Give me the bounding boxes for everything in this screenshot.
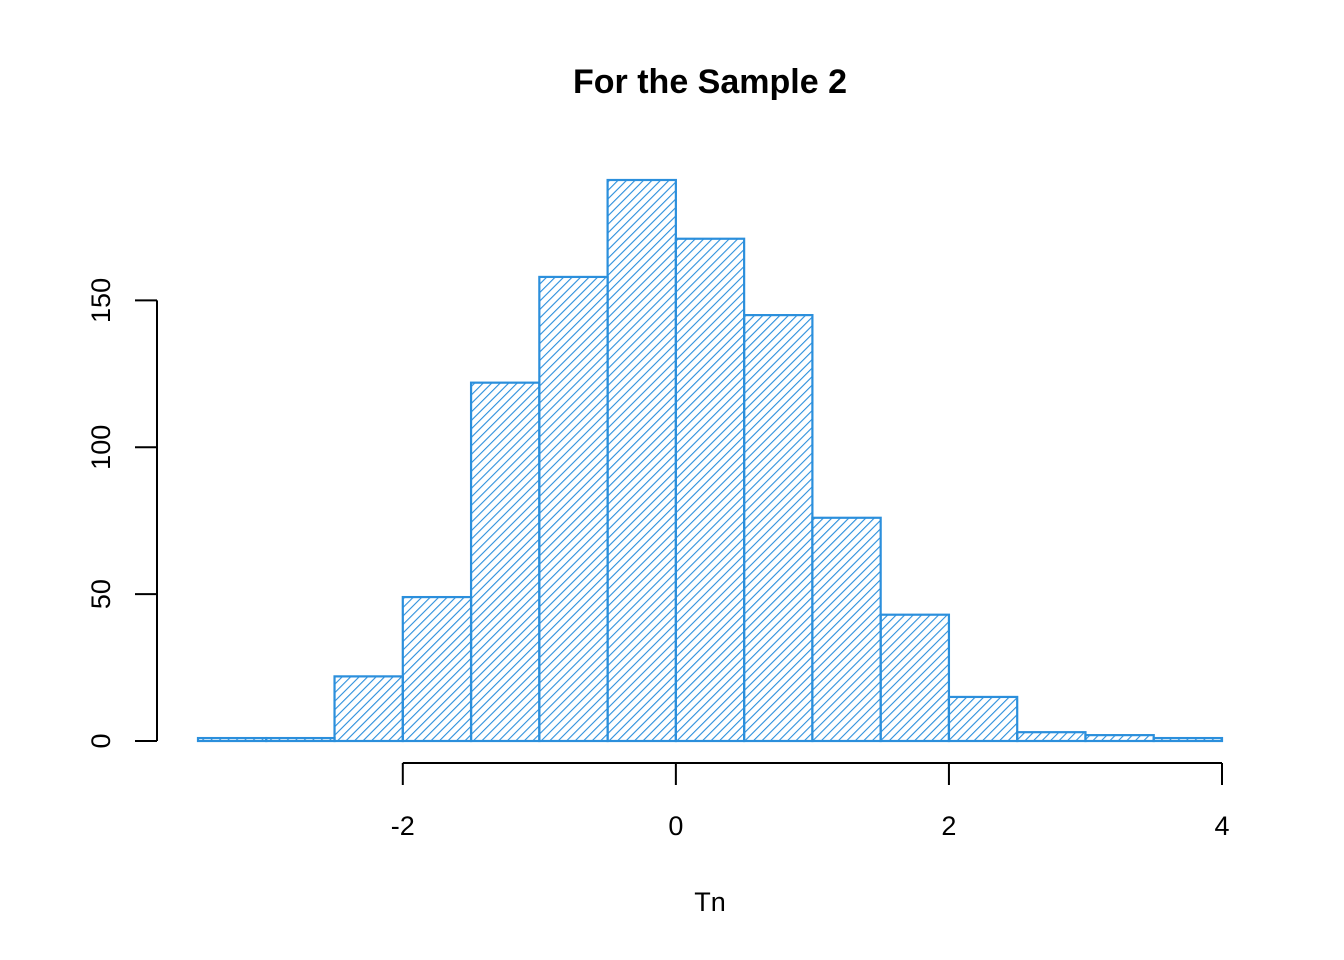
y-tick-label: 100 xyxy=(86,425,116,470)
histogram-bar xyxy=(606,178,677,743)
y-axis: 0 50 100 150 xyxy=(86,278,158,749)
histogram-bar xyxy=(401,595,473,743)
bars-group xyxy=(196,178,1224,743)
chart-title: For the Sample 2 xyxy=(573,63,847,101)
x-tick-label: 2 xyxy=(941,811,956,841)
histogram-bar xyxy=(333,675,404,743)
histogram-bar xyxy=(1084,734,1155,743)
histogram-bar xyxy=(1016,731,1087,743)
y-tick-label: 50 xyxy=(86,579,116,609)
histogram-bar xyxy=(196,736,268,743)
histogram-bar xyxy=(265,736,336,743)
x-tick-label: -2 xyxy=(391,811,415,841)
histogram-bar xyxy=(469,381,541,743)
x-axis: -2 0 2 4 xyxy=(391,762,1230,841)
histogram-bar xyxy=(538,275,609,743)
y-tick-label: 0 xyxy=(86,733,116,748)
x-tick-label: 0 xyxy=(668,811,683,841)
x-tick-label: 4 xyxy=(1214,811,1229,841)
x-axis-label: Tn xyxy=(694,887,726,917)
histogram-bar xyxy=(879,613,951,743)
histogram-bar xyxy=(947,695,1019,743)
histogram-bar xyxy=(1152,736,1224,743)
histogram-bar xyxy=(674,237,746,743)
histogram-bar xyxy=(811,516,882,743)
histogram-bar xyxy=(743,314,814,743)
y-tick-label: 150 xyxy=(86,278,116,323)
